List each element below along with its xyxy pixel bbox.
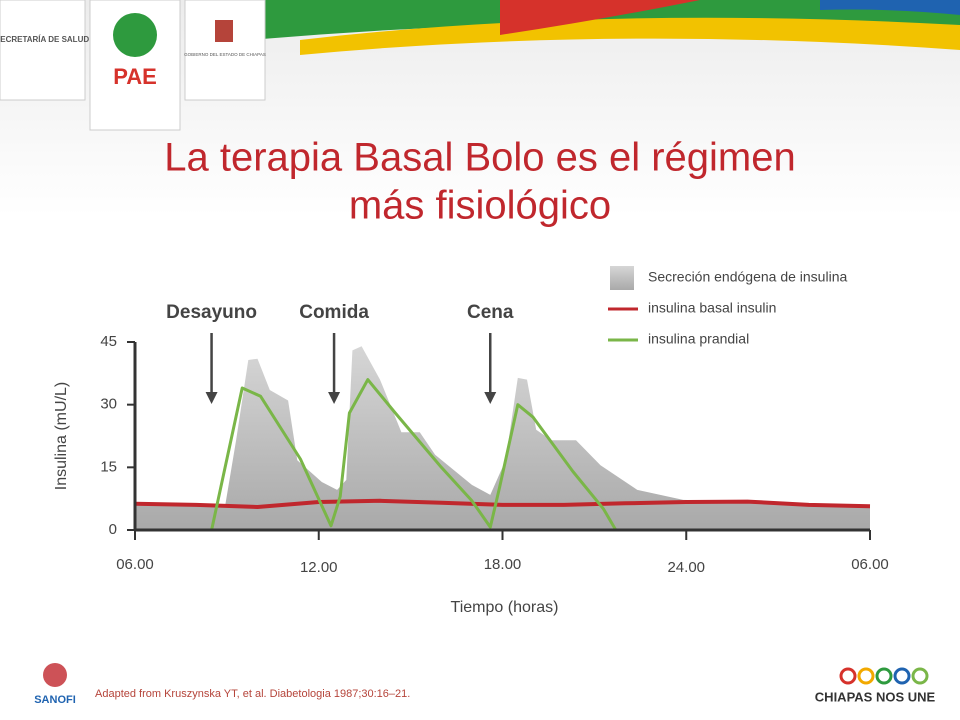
logo-icon	[43, 663, 67, 687]
ring	[875, 667, 893, 685]
y-tick-label: 45	[100, 333, 117, 350]
y-tick-label: 0	[109, 521, 117, 538]
legend-label: Secreción endógena de insulina	[648, 269, 847, 285]
logo-icon	[113, 13, 157, 57]
annotation: Comida	[299, 302, 369, 323]
y-axis-label: Insulina (mU/L)	[53, 382, 70, 490]
line	[134, 498, 871, 509]
x-tick-label: 24.00	[667, 559, 705, 576]
y-tick-label: 15	[100, 458, 117, 475]
logo-card	[184, 0, 266, 101]
logo-text: GOBIERNO DEL ESTADO DE CHIAPAS	[184, 52, 266, 57]
area	[135, 346, 870, 530]
citation: Adapted from Kruszynska YT, et al. Diabe…	[95, 688, 410, 700]
annotation-arrowhead	[328, 392, 341, 404]
logo-text: CHIAPAS NOS UNE	[815, 689, 936, 704]
logo-icon	[215, 20, 233, 42]
x-tick-label: 06.00	[851, 556, 889, 573]
annotation: Cena	[467, 302, 514, 323]
title: La terapia Basal Bolo es el régimen	[164, 136, 795, 180]
title: más fisiológico	[349, 184, 611, 228]
ring	[893, 667, 911, 685]
chart: 0 15 30 45 06.00 12.00 18.00 24.00 06.00 Tiempo (…	[53, 266, 889, 616]
x-tick-label: 06.00	[116, 556, 154, 573]
legend-label: insulina prandial	[648, 331, 749, 347]
ring	[857, 667, 875, 685]
logo-text: SECRETARÍA DE SALUD	[0, 35, 89, 44]
logo-rings	[839, 667, 929, 685]
swoosh	[300, 17, 960, 56]
annotation: Desayuno	[166, 302, 257, 323]
annotation-arrowhead	[205, 392, 218, 404]
x-tick-label: 12.00	[300, 559, 338, 576]
logo-text: SANOFI	[34, 694, 76, 706]
line	[210, 378, 618, 531]
legend-label: insulina basal insulin	[648, 300, 776, 316]
ring	[911, 667, 929, 685]
logo-card	[0, 0, 86, 101]
logo-text: PAE	[113, 64, 157, 89]
y-tick-label: 30	[100, 396, 117, 413]
annotation-arrowhead	[484, 392, 497, 404]
legend-swatch	[610, 266, 634, 290]
ring	[839, 667, 857, 685]
swoosh	[500, 0, 700, 35]
swoosh	[820, 0, 960, 15]
x-tick-label: 18.00	[484, 556, 522, 573]
x-axis-label: Tiempo (horas)	[451, 599, 559, 616]
